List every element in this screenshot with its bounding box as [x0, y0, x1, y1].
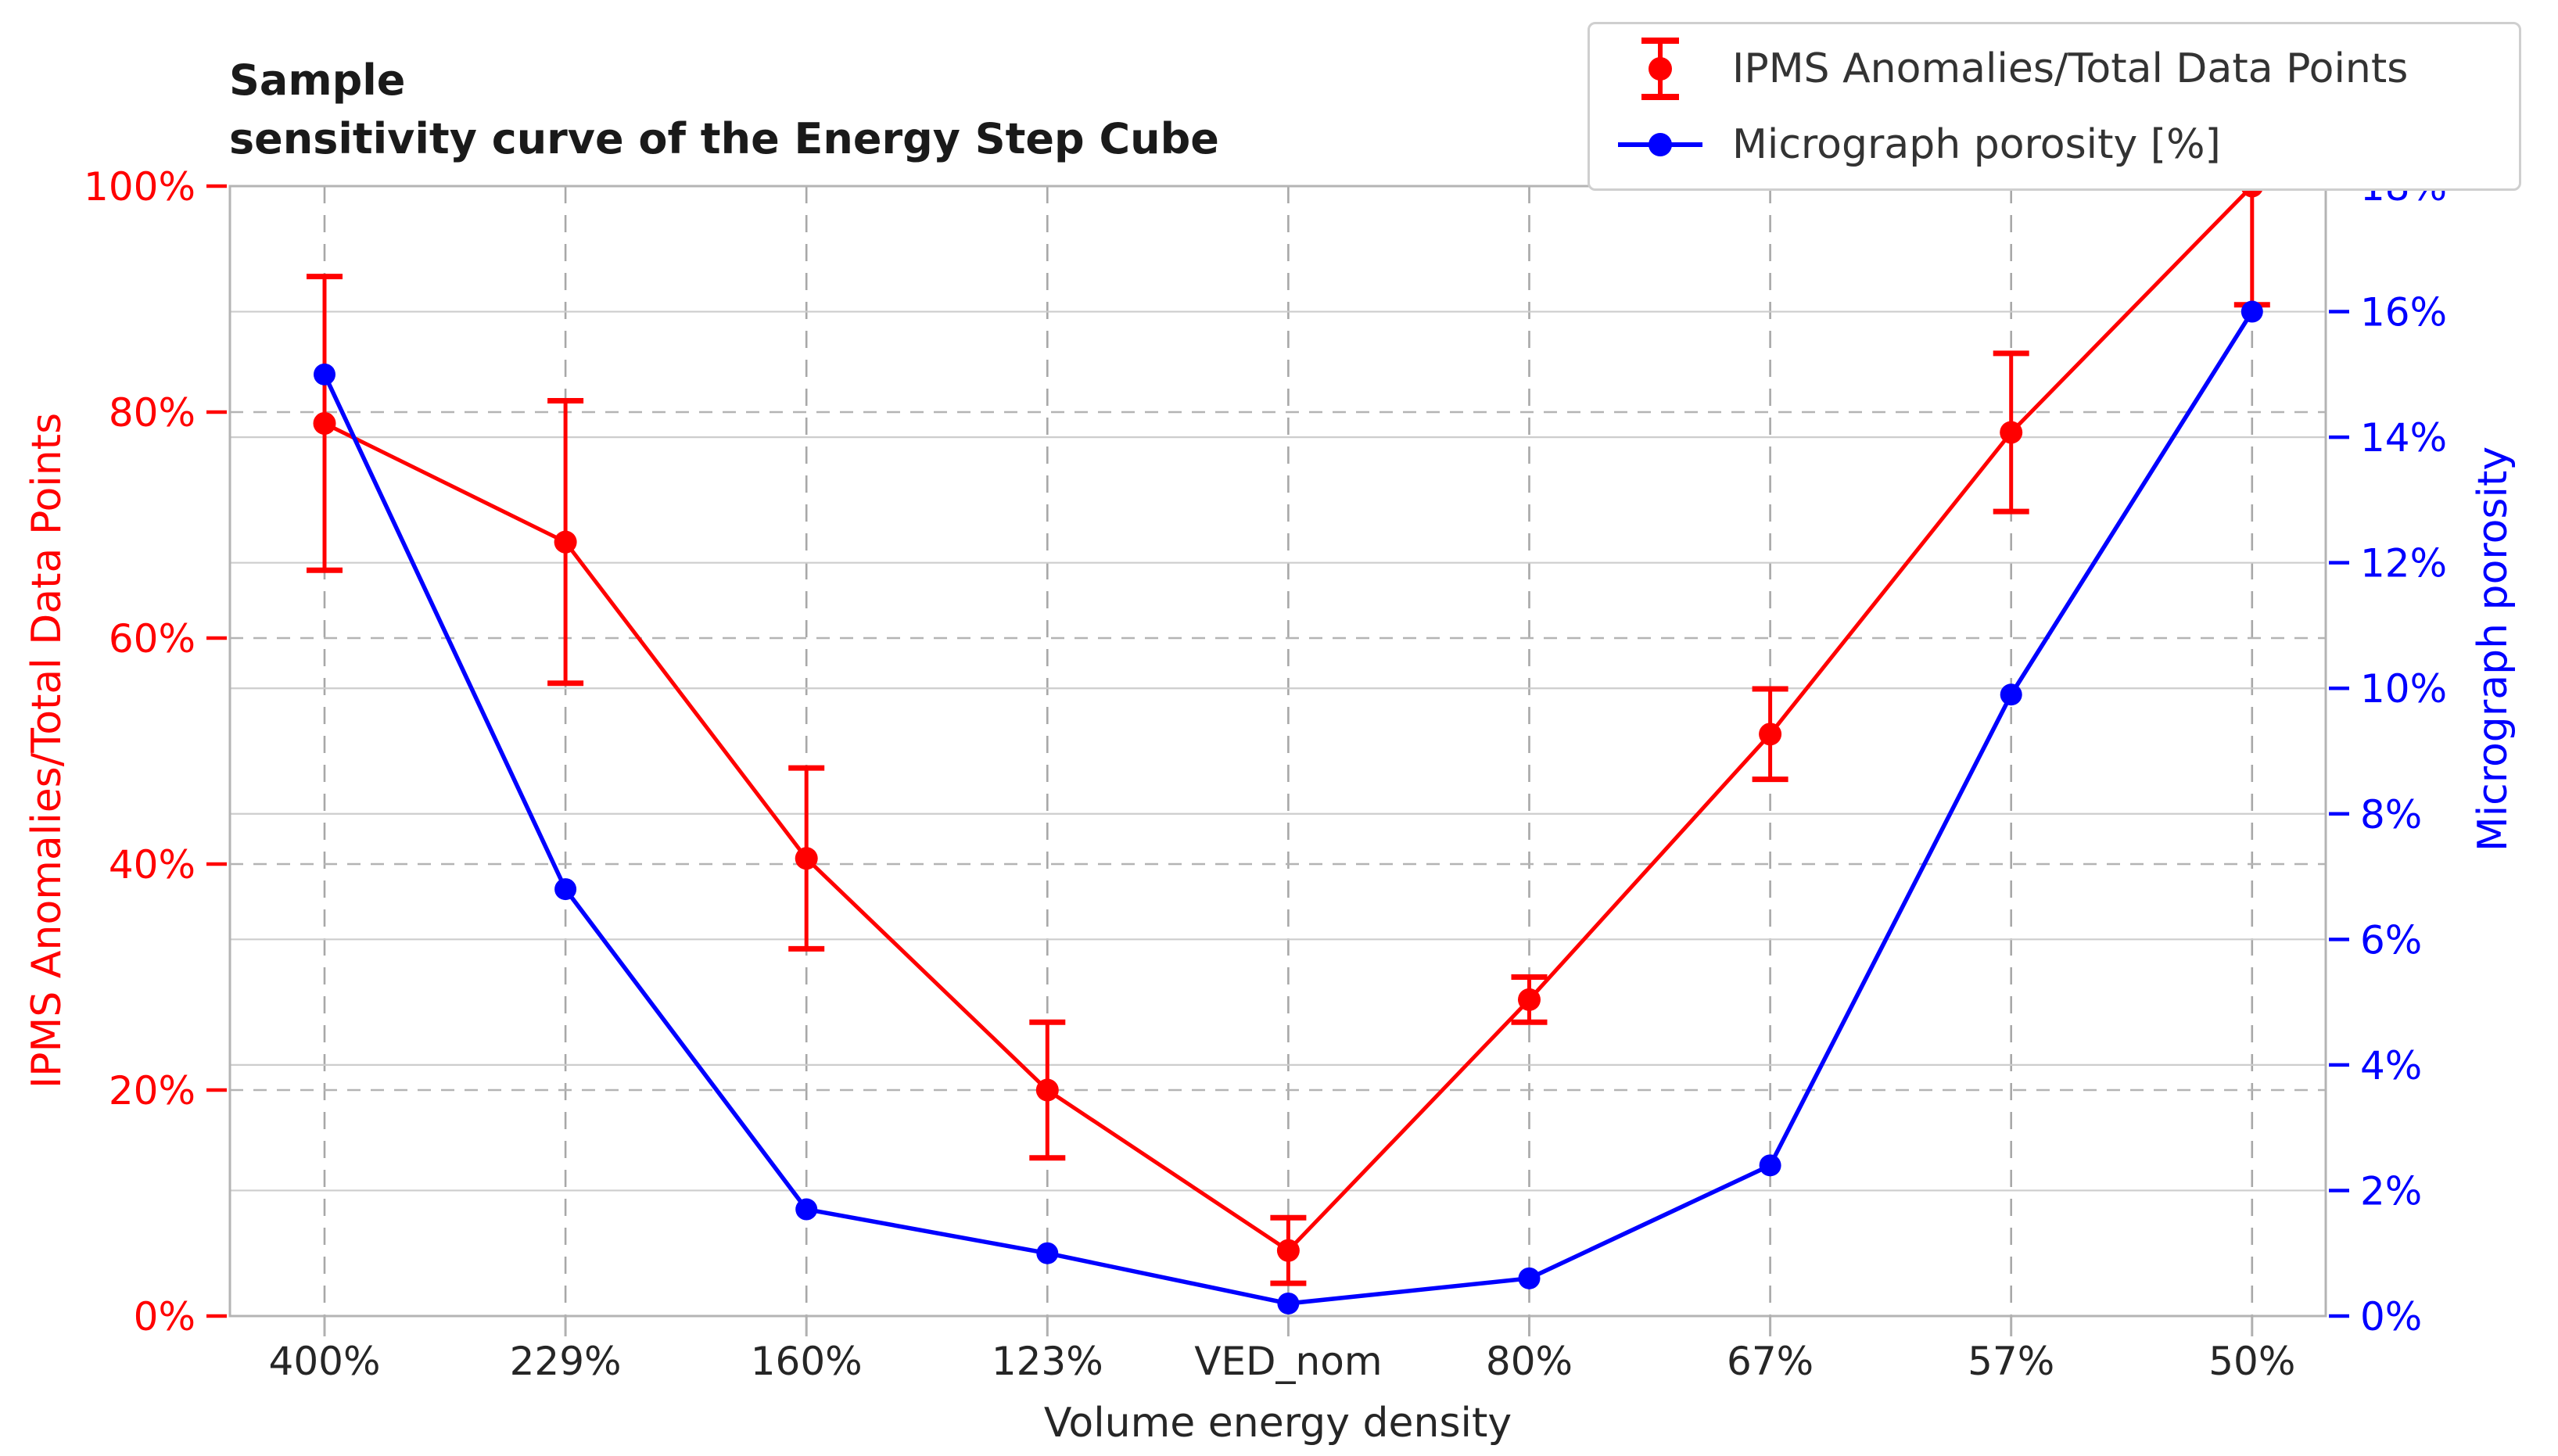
y-axis-label-right: Micrograph porosity [2470, 446, 2517, 852]
svg-text:VED_nom: VED_nom [1194, 1339, 1382, 1384]
svg-text:14%: 14% [2360, 415, 2447, 461]
svg-text:400%: 400% [269, 1339, 381, 1384]
x-tick-labels: 400% 229% 160% 123% VED_nom 80% 67% 57% 50% [269, 1339, 2296, 1384]
series-micrograph-porosity [314, 300, 2263, 1314]
svg-text:20%: 20% [109, 1068, 196, 1114]
svg-text:60%: 60% [109, 616, 196, 662]
svg-text:0%: 0% [2360, 1294, 2422, 1339]
tick-marks [206, 184, 2349, 1336]
chart-title-line1: Sample [229, 56, 406, 105]
svg-text:80%: 80% [109, 390, 196, 436]
svg-text:6%: 6% [2360, 917, 2422, 963]
left-gridlines [230, 411, 2326, 1092]
svg-text:12%: 12% [2360, 541, 2447, 586]
svg-text:160%: 160% [751, 1339, 863, 1384]
svg-text:57%: 57% [1968, 1339, 2054, 1384]
y-axis-label-left: IPMS Anomalies/Total Data Points [23, 412, 70, 1089]
svg-text:10%: 10% [2360, 666, 2447, 712]
svg-text:50%: 50% [2208, 1339, 2295, 1384]
left-tick-labels: 0% 20% 40% 60% 80% 100% [84, 164, 196, 1339]
svg-text:40%: 40% [109, 842, 196, 888]
svg-text:16%: 16% [2360, 290, 2447, 335]
legend-item-porosity: Micrograph porosity [%] [1616, 109, 2511, 181]
svg-text:2%: 2% [2360, 1168, 2422, 1214]
chart-title-line2: sensitivity curve of the Energy Step Cub… [229, 113, 1219, 163]
legend-label: Micrograph porosity [%] [1732, 120, 2221, 168]
line-dot-marker-icon [1618, 132, 1702, 156]
right-tick-labels: 0%2%4%6%8%10%12%14%16%18% [2360, 164, 2447, 1339]
legend-label: IPMS Anomalies/Total Data Points [1732, 45, 2409, 92]
svg-text:8%: 8% [2360, 792, 2422, 837]
chart-title: Sample sensitivity curve of the Energy S… [229, 52, 1219, 168]
x-axis-label: Volume energy density [1043, 1400, 1512, 1447]
svg-text:80%: 80% [1486, 1339, 1573, 1384]
right-gridlines [230, 310, 2326, 1192]
svg-text:100%: 100% [84, 164, 196, 210]
x-gridlines [323, 186, 2254, 1316]
errorbar-marker-icon [1641, 37, 1679, 100]
svg-text:4%: 4% [2360, 1043, 2422, 1088]
legend-item-ipms: IPMS Anomalies/Total Data Points [1616, 33, 2511, 105]
svg-text:229%: 229% [510, 1339, 622, 1384]
plot-border [228, 185, 2327, 1318]
series-ipms-anomalies [307, 185, 2270, 1286]
legend: IPMS Anomalies/Total Data Points Microgr… [1588, 22, 2521, 191]
svg-text:0%: 0% [134, 1294, 196, 1339]
svg-text:123%: 123% [992, 1339, 1103, 1384]
svg-text:67%: 67% [1727, 1339, 1814, 1384]
